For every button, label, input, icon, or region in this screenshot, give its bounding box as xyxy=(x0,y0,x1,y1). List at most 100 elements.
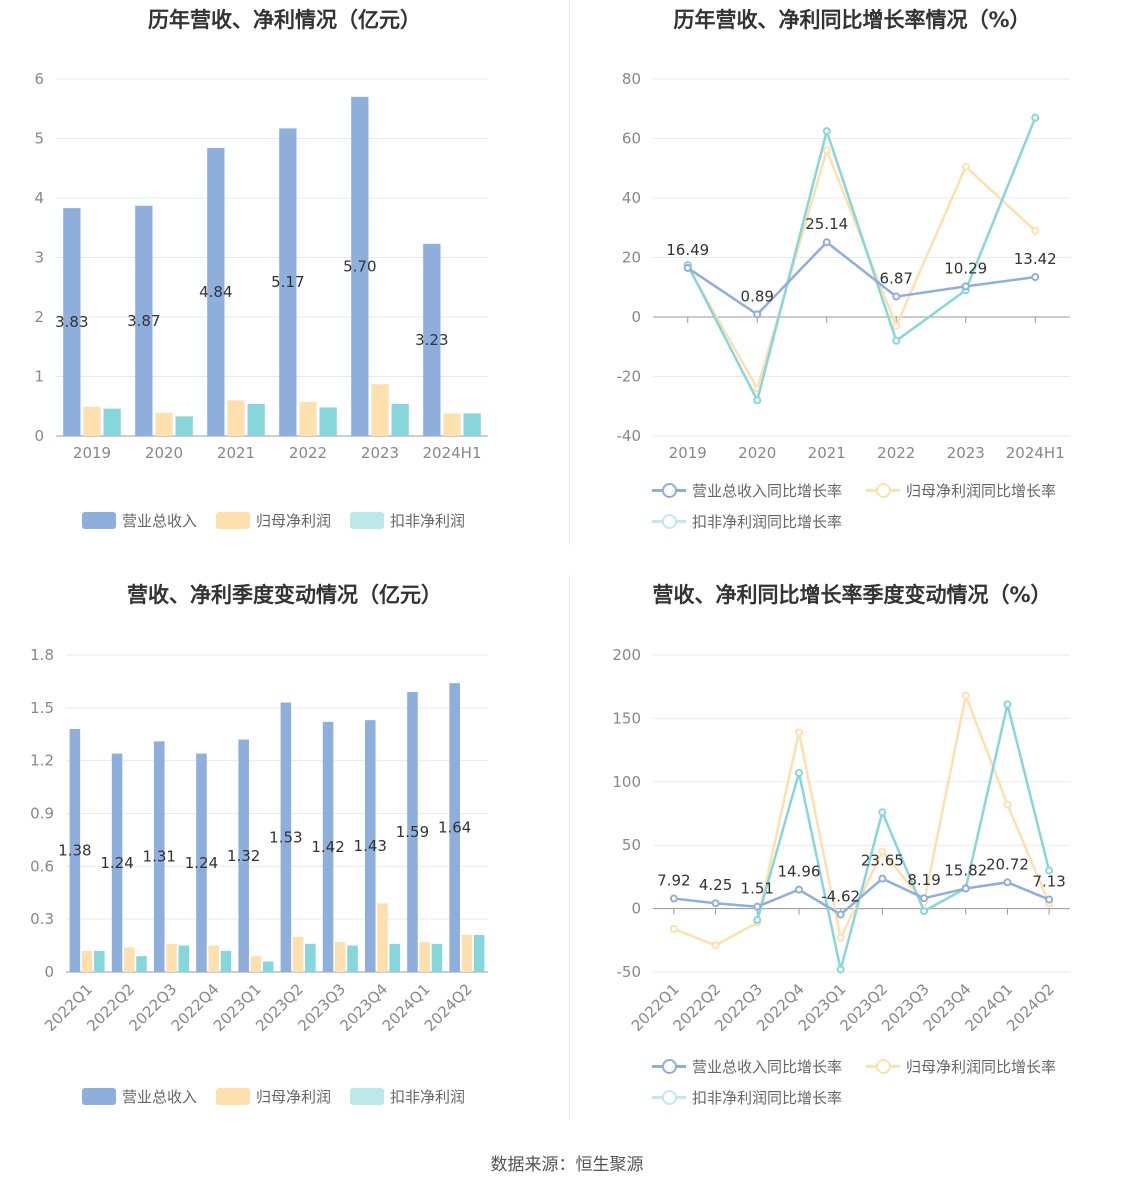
data-point xyxy=(836,910,845,919)
legend-swatch xyxy=(350,512,384,529)
data-label: 1.24 xyxy=(100,854,133,872)
legend-item-deducted-profit[interactable]: 扣非净利润 xyxy=(350,510,465,531)
legend-label: 营业总收入 xyxy=(122,1088,198,1106)
data-point xyxy=(961,884,970,893)
y-tick-label: 20 xyxy=(622,249,641,267)
chart-panel-annual-growth: 历年营收、净利同比增长率情况（%） -40 -20 0 20 40 60 80 2019 202… xyxy=(570,0,1134,545)
legend-item-deducted-profit[interactable]: 扣非净利润 xyxy=(350,1086,465,1107)
data-point xyxy=(892,321,901,330)
y-tick-label: 2 xyxy=(34,308,44,326)
bar xyxy=(322,721,334,972)
legend-item-net-profit[interactable]: 归母净利润 xyxy=(216,510,331,531)
series-line xyxy=(756,704,1051,970)
data-point xyxy=(878,874,887,883)
y-tick-label: 0 xyxy=(631,900,641,918)
bar xyxy=(391,403,409,436)
legend-label: 营业总收入同比增长率 xyxy=(692,482,843,500)
y-tick-label: 0.9 xyxy=(30,805,54,823)
data-point xyxy=(669,894,678,903)
bar xyxy=(155,412,173,436)
y-tick-label: 0.3 xyxy=(30,910,54,928)
legend-item-revenue[interactable]: 营业总收入 xyxy=(82,1086,197,1107)
data-point xyxy=(794,728,803,737)
bar xyxy=(175,416,193,436)
data-point xyxy=(753,310,762,319)
data-label: -4.62 xyxy=(821,887,860,905)
y-tick-label: 100 xyxy=(612,773,641,791)
data-point xyxy=(920,894,929,903)
bar xyxy=(124,947,135,972)
bar xyxy=(443,413,461,436)
y-tick-label: -20 xyxy=(617,368,642,386)
bar xyxy=(419,942,430,972)
data-label: 5.70 xyxy=(343,257,376,275)
data-label: 20.72 xyxy=(986,855,1029,873)
bar xyxy=(220,950,232,972)
y-tick-label: 3 xyxy=(34,249,44,267)
data-point xyxy=(711,899,720,908)
legend-item-revenue-growth[interactable]: 营业总收入同比增长率 xyxy=(652,1056,842,1077)
bar xyxy=(166,943,177,972)
y-tick-label: 0 xyxy=(34,427,44,445)
data-label: 1.43 xyxy=(354,837,387,855)
bar xyxy=(111,753,123,972)
chart-panel-annual-amount: 历年营收、净利情况（亿元） 0 1 2 3 4 5 6 2019 2020 2021 2022 202… xyxy=(0,0,569,545)
legend-item-deducted-profit-growth[interactable]: 扣非净利润同比增长率 xyxy=(652,1087,842,1108)
y-tick-label: 200 xyxy=(612,646,641,664)
legend-label: 扣非净利润 xyxy=(390,1088,466,1106)
legend-item-net-profit-growth[interactable]: 归母净利润同比增长率 xyxy=(866,1056,1056,1077)
y-tick-label: 4 xyxy=(34,189,44,207)
y-tick-label: 150 xyxy=(612,709,641,727)
legend-label: 营业总收入同比增长率 xyxy=(692,1058,843,1076)
legend-swatch xyxy=(652,1058,686,1075)
legend-item-deducted-profit-growth[interactable]: 扣非净利润同比增长率 xyxy=(652,511,842,532)
data-point xyxy=(753,396,762,405)
legend: 营业总收入 归母净利润 扣非净利润 xyxy=(0,1086,569,1110)
data-point xyxy=(753,902,762,911)
data-label: 6.87 xyxy=(880,270,913,288)
data-point xyxy=(878,847,887,856)
legend-item-net-profit[interactable]: 归母净利润 xyxy=(216,1086,331,1107)
bar xyxy=(250,956,262,972)
bar xyxy=(377,903,388,972)
legend-item-revenue-growth[interactable]: 营业总收入同比增长率 xyxy=(652,480,842,501)
legend-item-net-profit-growth[interactable]: 归母净利润同比增长率 xyxy=(866,480,1056,501)
legend: 营业总收入同比增长率 归母净利润同比增长率 扣非净利润同比增长率 xyxy=(570,480,1134,536)
data-label: 23.65 xyxy=(861,852,904,870)
chart-title: 营收、净利同比增长率季度变动情况（%） xyxy=(652,583,1052,607)
data-point xyxy=(961,691,970,700)
data-label: 8.19 xyxy=(907,871,940,889)
y-tick-label: -50 xyxy=(617,963,642,981)
legend-label: 扣非净利润同比增长率 xyxy=(692,1089,843,1107)
data-label: 1.24 xyxy=(185,854,218,872)
x-tick-label: 2020 xyxy=(738,444,776,462)
chart-title: 历年营收、净利情况（亿元） xyxy=(148,8,421,32)
chart-svg: -500501001502002022Q12022Q22022Q32022Q42… xyxy=(612,646,1070,1035)
data-label: 5.17 xyxy=(271,273,304,291)
y-tick-label: 80 xyxy=(622,70,641,88)
legend-label: 归母净利润 xyxy=(256,512,332,530)
y-tick-label: 1.5 xyxy=(30,699,54,717)
data-point xyxy=(683,263,692,272)
bar xyxy=(473,935,485,972)
legend-swatch xyxy=(350,1088,384,1105)
x-tick-label: 2023 xyxy=(947,444,985,462)
x-tick-label: 2024H1 xyxy=(423,444,482,462)
source-text: 数据来源：恒生聚源 xyxy=(490,1155,644,1175)
y-tick-label: 0 xyxy=(44,963,54,981)
legend-swatch xyxy=(652,513,686,530)
bar xyxy=(196,753,207,972)
y-tick-label: 1.2 xyxy=(30,752,54,770)
data-point xyxy=(1031,273,1040,282)
bar xyxy=(103,408,121,436)
data-point xyxy=(920,907,929,916)
legend-swatch xyxy=(82,512,116,529)
legend-label: 扣非净利润 xyxy=(390,512,466,530)
legend-swatch xyxy=(652,1089,686,1106)
legend-label: 归母净利润同比增长率 xyxy=(906,482,1057,500)
data-point xyxy=(822,146,831,155)
bar xyxy=(247,403,265,436)
data-label: 3.83 xyxy=(55,313,88,331)
legend-item-revenue[interactable]: 营业总收入 xyxy=(82,510,197,531)
legend-swatch xyxy=(652,482,686,499)
